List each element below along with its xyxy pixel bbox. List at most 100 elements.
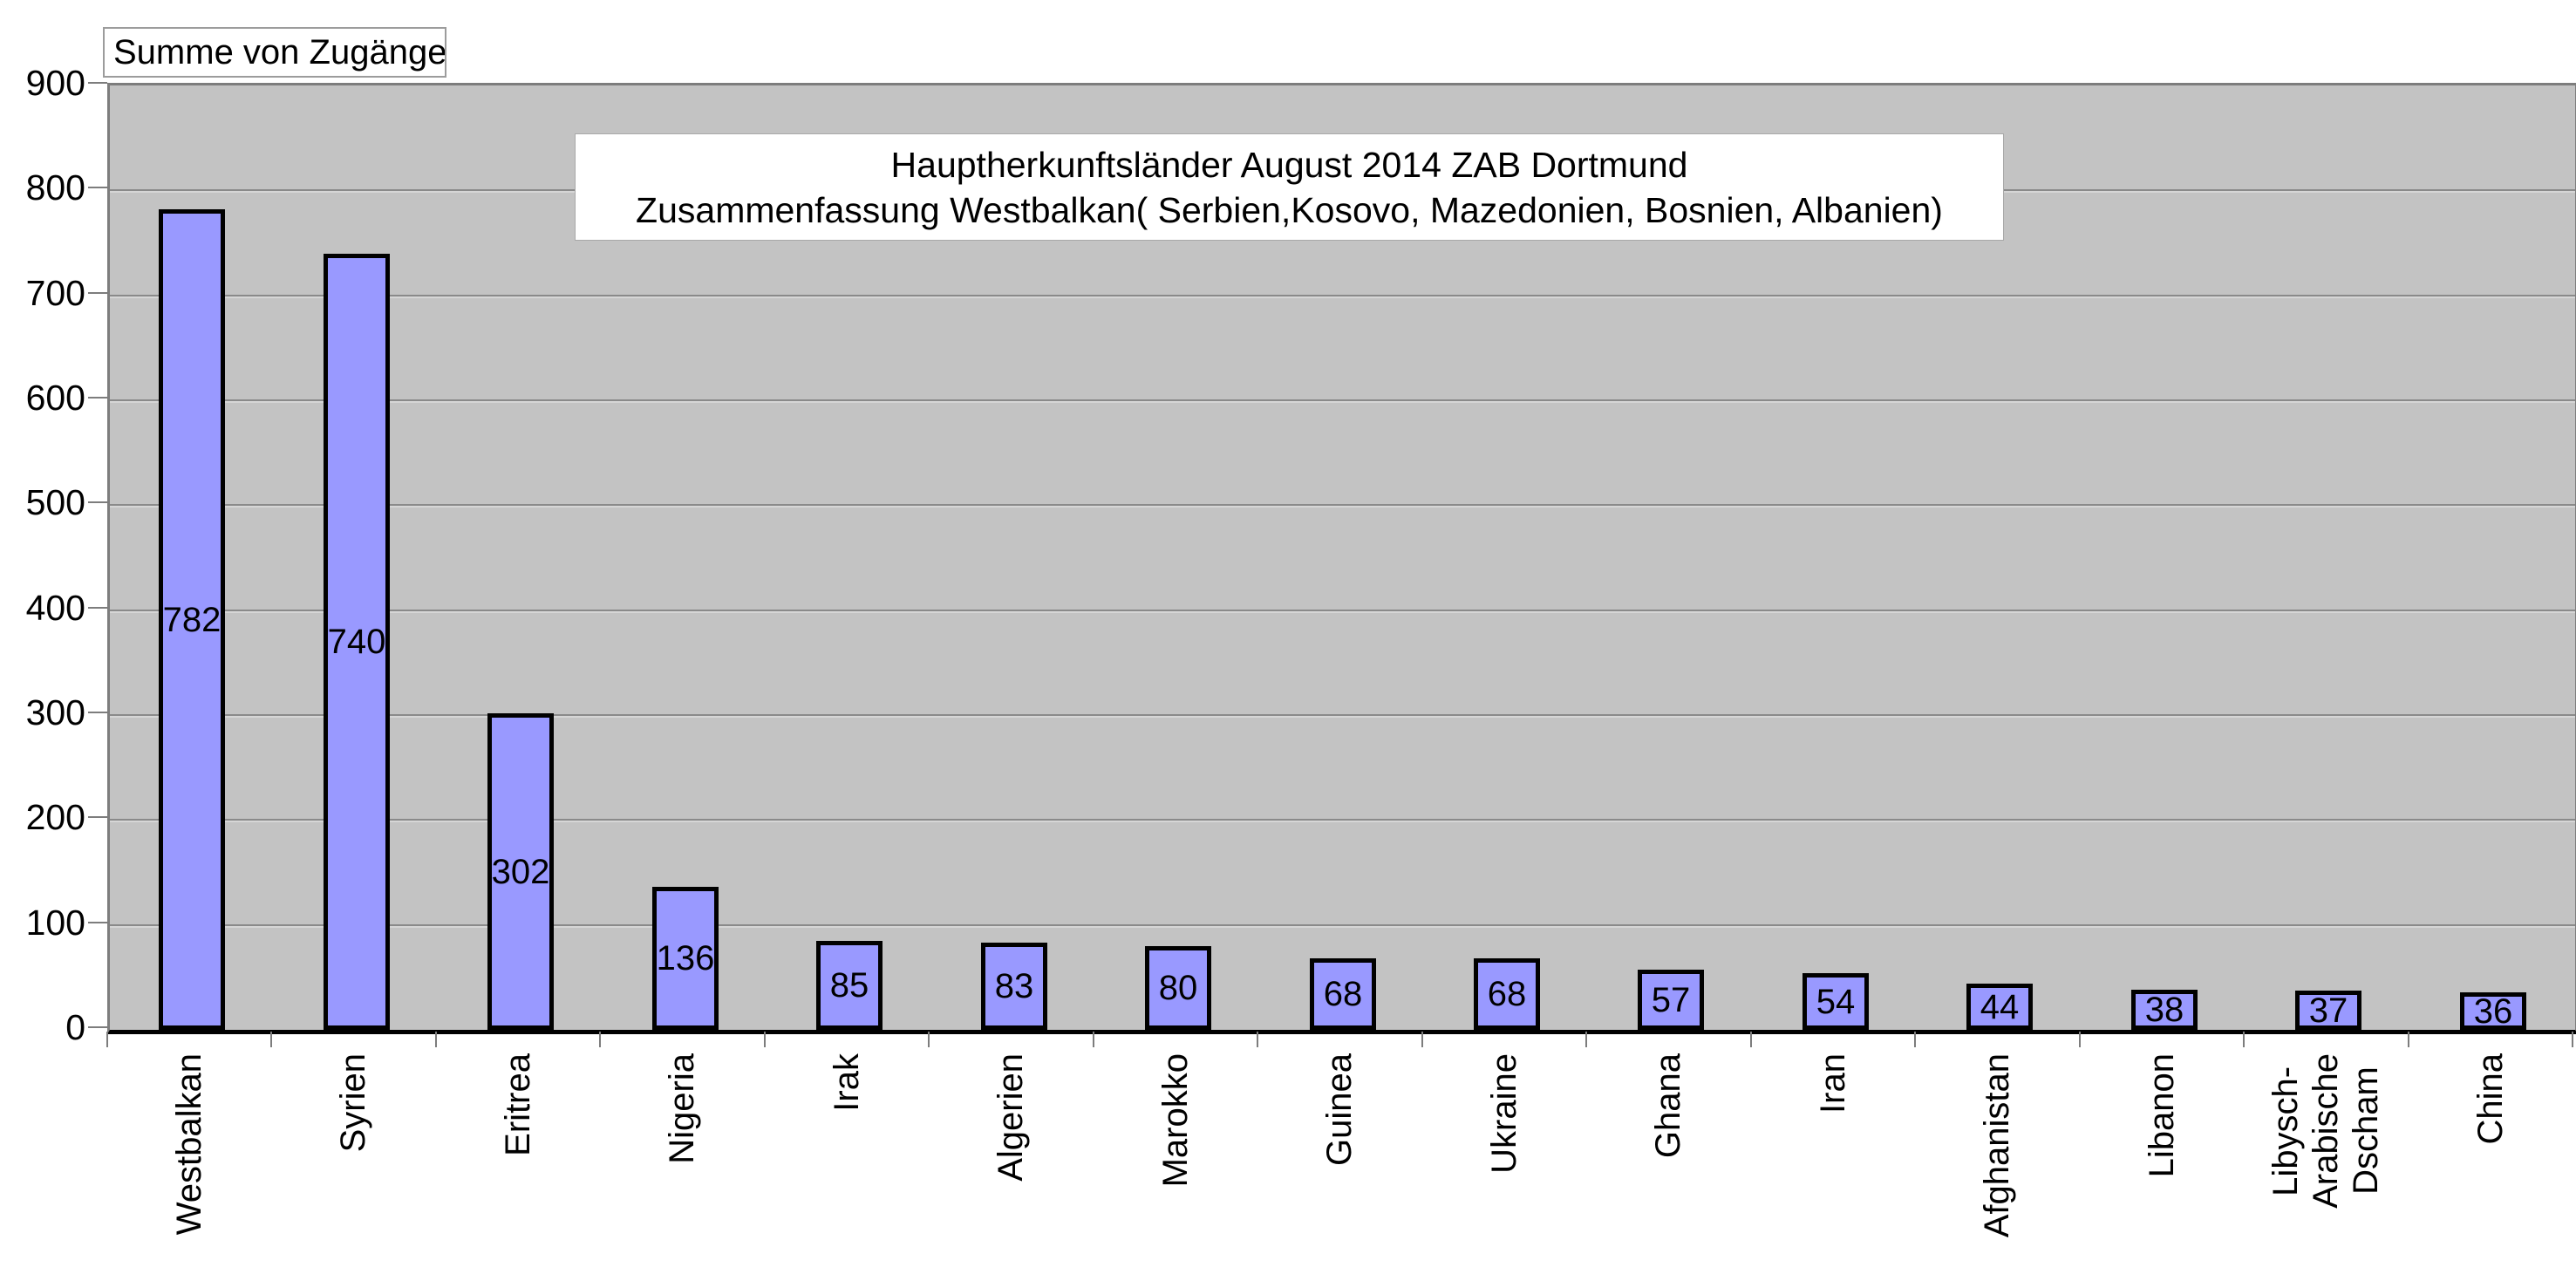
x-axis-label-iran: Iran: [1751, 1053, 1915, 1271]
x-axis-label-text: Syrien: [334, 1053, 372, 1153]
x-axis-label-irak: Irak: [765, 1053, 929, 1271]
y-axis-tick: [88, 187, 107, 189]
bar-value-label: 83: [994, 967, 1034, 1005]
x-axis-label-text: Libysch- Arabische Dscham: [2266, 1053, 2385, 1209]
bar-value-label: 68: [1487, 975, 1527, 1013]
x-axis-label-libysch-: Libysch- Arabische Dscham: [2244, 1053, 2408, 1271]
bar-value-label: 44: [1980, 987, 2020, 1026]
x-axis-tick: [2079, 1032, 2081, 1047]
y-axis-label-400: 400: [25, 587, 85, 628]
x-axis-label-text: Nigeria: [663, 1053, 701, 1164]
x-axis-label-text: Irak: [828, 1053, 866, 1112]
x-axis-tick: [1750, 1032, 1752, 1047]
y-axis-label-200: 200: [25, 797, 85, 838]
bar-china: 36: [2460, 992, 2526, 1030]
bar-value-label: 80: [1158, 969, 1198, 1007]
y-axis-label-700: 700: [25, 272, 85, 313]
x-axis-tick: [599, 1032, 601, 1047]
bar-westbalkan: 782: [159, 209, 225, 1030]
y-axis-tick: [88, 921, 107, 923]
bar-value-label: 68: [1323, 975, 1363, 1013]
x-axis-tick: [2572, 1032, 2573, 1047]
x-axis-tick: [1585, 1032, 1587, 1047]
gridline-100: [110, 923, 2575, 926]
bar-value-label: 740: [327, 623, 386, 661]
y-axis-tick: [88, 291, 107, 294]
chart-title-box: Hauptherkunftsländer August 2014 ZAB Dor…: [575, 133, 2004, 241]
bar-libanon: 38: [2131, 990, 2198, 1030]
bar-irak: 85: [816, 941, 883, 1030]
x-axis-label-ukraine: Ukraine: [1422, 1053, 1586, 1271]
y-axis-label-900: 900: [25, 63, 85, 103]
x-axis-label-text: Algerien: [992, 1053, 1030, 1182]
x-axis-label-china: China: [2409, 1053, 2573, 1271]
x-axis-label-text: Libanon: [2143, 1053, 2181, 1178]
x-axis-label-text: Eritrea: [499, 1053, 537, 1156]
y-axis-label-100: 100: [25, 902, 85, 943]
x-axis-label-text: Afghanistan: [1978, 1053, 2016, 1238]
y-axis-tick: [88, 501, 107, 504]
x-axis-tick: [106, 1032, 108, 1047]
gridline-700: [110, 294, 2575, 296]
x-axis-label-algerien: Algerien: [929, 1053, 1093, 1271]
pivot-field-button[interactable]: Summe von Zugänge: [103, 27, 446, 78]
bar-iran: 54: [1803, 973, 1869, 1030]
x-axis-label-eritrea: Eritrea: [436, 1053, 600, 1271]
x-axis-label-marokko: Marokko: [1094, 1053, 1257, 1271]
x-axis-label-text: Marokko: [1156, 1053, 1195, 1188]
y-axis-tick: [88, 712, 107, 713]
y-axis-tick: [88, 397, 107, 399]
y-axis-tick: [88, 1026, 107, 1028]
x-axis-label-guinea: Guinea: [1257, 1053, 1421, 1271]
bar-guinea: 68: [1310, 958, 1376, 1030]
x-axis-label-nigeria: Nigeria: [600, 1053, 764, 1271]
chart-title-line-2: Zusammenfassung Westbalkan( Serbien,Koso…: [636, 189, 1943, 230]
x-axis-label-text: Ukraine: [1485, 1053, 1523, 1174]
bar-syrien: 740: [324, 254, 390, 1030]
bar-value-label: 782: [162, 600, 221, 639]
gridline-300: [110, 714, 2575, 716]
x-axis-label-text: Guinea: [1320, 1053, 1359, 1166]
x-axis-tick: [1421, 1032, 1423, 1047]
chart-title-line-1: Hauptherkunftsländer August 2014 ZAB Dor…: [890, 144, 1688, 185]
gridline-400: [110, 609, 2575, 611]
bar-value-label: 85: [829, 966, 869, 1005]
gridline-600: [110, 399, 2575, 401]
bar-value-label: 36: [2473, 991, 2513, 1031]
plot-area: 782 740 302 136 85 83 80 68 68 57 54 44 38 37 36: [107, 83, 2576, 1034]
bar-value-label: 302: [491, 852, 550, 891]
bar-ghana: 57: [1638, 970, 1704, 1030]
y-axis-label-0: 0: [65, 1007, 85, 1047]
x-axis-label-text: Ghana: [1649, 1053, 1687, 1159]
x-axis-tick: [764, 1032, 766, 1047]
y-axis-tick: [88, 82, 107, 84]
x-axis-label-afghanistan: Afghanistan: [1915, 1053, 2079, 1271]
gridline-500: [110, 504, 2575, 507]
y-axis-label-500: 500: [25, 482, 85, 523]
y-axis-label-600: 600: [25, 378, 85, 418]
bar-afghanistan: 44: [1966, 984, 2033, 1030]
y-axis-tick: [88, 606, 107, 609]
bar-value-label: 136: [656, 939, 715, 978]
x-axis-label-syrien: Syrien: [271, 1053, 435, 1271]
x-axis-label-westbalkan: Westbalkan: [107, 1053, 271, 1271]
x-axis-label-libanon: Libanon: [2080, 1053, 2244, 1271]
bar-ukraine: 68: [1474, 958, 1540, 1030]
x-axis-tick: [1914, 1032, 1916, 1047]
bar-eritrea: 302: [487, 713, 554, 1030]
x-axis-tick: [2243, 1032, 2245, 1047]
x-axis-tick: [1257, 1032, 1258, 1047]
y-axis-tick: [88, 816, 107, 819]
bar-value-label: 57: [1651, 980, 1691, 1019]
bar-value-label: 37: [2308, 991, 2348, 1030]
x-axis-label-ghana: Ghana: [1586, 1053, 1750, 1271]
bar-algerien: 83: [981, 943, 1047, 1030]
bar-value-label: 38: [2144, 991, 2184, 1029]
bar-nigeria: 136: [652, 887, 719, 1030]
gridline-200: [110, 819, 2575, 821]
x-axis-tick: [435, 1032, 437, 1047]
x-axis-tick: [270, 1032, 272, 1047]
bar-value-label: 54: [1816, 982, 1856, 1021]
x-axis-label-text: Iran: [1814, 1053, 1852, 1114]
